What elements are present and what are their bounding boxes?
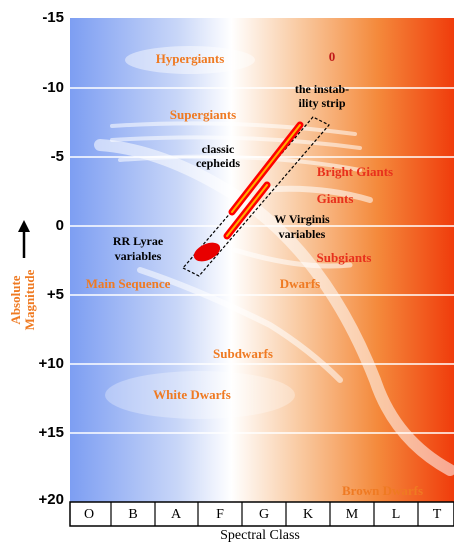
region-label: Main Sequence xyxy=(86,276,171,291)
y-tick-label: +5 xyxy=(47,286,64,303)
region-label: the instab- xyxy=(295,82,349,96)
region-label: Giants xyxy=(317,191,354,206)
hr-diagram: -15 -10 -5 0 +5 +10 +15 +20 Absolute Mag… xyxy=(0,0,454,544)
region-label: variables xyxy=(115,249,162,263)
x-class-label: L xyxy=(392,507,401,522)
x-class-label: F xyxy=(216,507,224,522)
y-tick-label: +20 xyxy=(39,491,64,508)
y-tick-label: +10 xyxy=(39,355,64,372)
x-class-label: G xyxy=(259,507,269,522)
region-label: 0 xyxy=(329,49,336,64)
region-label: Hypergiants xyxy=(156,51,225,66)
page: {"y_axis": {"title": ["Absolute", "Magni… xyxy=(0,0,454,544)
region-label: W Virginis xyxy=(274,212,330,226)
y-axis: -15 -10 -5 0 +5 +10 +15 +20 Absolute Mag… xyxy=(8,9,64,508)
y-tick-label: -15 xyxy=(42,9,64,26)
x-class-label: A xyxy=(171,507,182,522)
region-label: ility strip xyxy=(299,96,346,110)
region-label: White Dwarfs xyxy=(153,387,231,402)
region-label: Dwarfs xyxy=(280,276,320,291)
x-class-label: B xyxy=(128,507,137,522)
y-tick-label: -5 xyxy=(51,148,64,165)
y-tick-label: -10 xyxy=(42,79,64,96)
region-label: RR Lyrae xyxy=(113,234,164,248)
x-class-label: M xyxy=(346,507,359,522)
region-label: Brown Dwarfs xyxy=(342,483,423,498)
region-label: Supergiants xyxy=(170,107,236,122)
y-tick-label: 0 xyxy=(56,217,64,234)
region-label: Subdwarfs xyxy=(213,346,273,361)
region-label: Subgiants xyxy=(317,250,372,265)
region-label: variables xyxy=(279,227,326,241)
y-axis-title: Magnitude xyxy=(22,269,37,330)
x-class-label: O xyxy=(84,507,94,522)
region-label: Bright Giants xyxy=(317,164,393,179)
region-label: classic xyxy=(202,142,235,156)
x-axis-title: Spectral Class xyxy=(220,528,300,543)
y-tick-label: +15 xyxy=(39,424,64,441)
x-class-label: K xyxy=(303,507,313,522)
x-class-label: T xyxy=(433,507,442,522)
region-label: cepheids xyxy=(196,156,240,170)
x-axis: O B A F G K M L T Spectral Class xyxy=(70,502,454,543)
y-axis-title: Absolute xyxy=(8,275,23,324)
